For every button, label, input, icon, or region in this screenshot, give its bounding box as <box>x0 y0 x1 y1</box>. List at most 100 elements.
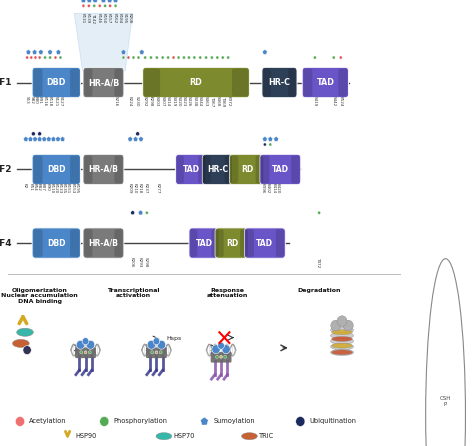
FancyBboxPatch shape <box>177 156 184 183</box>
Text: K402: K402 <box>266 183 270 194</box>
Text: K150: K150 <box>102 13 106 24</box>
Circle shape <box>114 4 117 8</box>
Text: Hsps: Hsps <box>166 336 181 342</box>
Text: RD: RD <box>226 239 238 248</box>
FancyBboxPatch shape <box>262 67 297 98</box>
Text: K396: K396 <box>261 183 265 194</box>
Circle shape <box>82 4 85 8</box>
Polygon shape <box>24 136 28 141</box>
Circle shape <box>59 56 62 59</box>
Text: TAD: TAD <box>256 239 273 248</box>
Circle shape <box>87 4 91 8</box>
Polygon shape <box>92 0 98 2</box>
FancyBboxPatch shape <box>144 69 160 96</box>
Circle shape <box>86 340 95 349</box>
FancyBboxPatch shape <box>231 156 238 183</box>
Text: K131: K131 <box>81 13 84 24</box>
Polygon shape <box>138 136 143 141</box>
Polygon shape <box>128 136 133 141</box>
Text: S121: S121 <box>54 96 57 107</box>
Circle shape <box>343 320 353 331</box>
Circle shape <box>188 56 191 59</box>
Circle shape <box>34 56 37 59</box>
Text: K139: K139 <box>86 13 90 24</box>
FancyBboxPatch shape <box>203 156 210 183</box>
Text: K157: K157 <box>107 13 111 24</box>
Polygon shape <box>51 136 56 141</box>
Text: K414: K414 <box>271 183 275 194</box>
Polygon shape <box>107 0 112 2</box>
FancyBboxPatch shape <box>84 229 92 257</box>
Circle shape <box>82 338 89 345</box>
Text: T472: T472 <box>316 257 320 267</box>
Text: S292: S292 <box>143 96 147 107</box>
Ellipse shape <box>332 330 353 334</box>
Polygon shape <box>48 50 53 54</box>
Ellipse shape <box>332 350 353 355</box>
Polygon shape <box>32 50 37 54</box>
Text: TRiC: TRiC <box>259 433 274 439</box>
Text: S368: S368 <box>215 96 219 107</box>
FancyBboxPatch shape <box>246 229 254 257</box>
Text: K372: K372 <box>226 96 230 107</box>
Ellipse shape <box>330 343 354 350</box>
Circle shape <box>337 316 347 326</box>
Text: HSP70: HSP70 <box>173 433 195 439</box>
Circle shape <box>127 56 130 59</box>
Circle shape <box>23 346 31 355</box>
Text: CSH
P: CSH P <box>440 396 451 407</box>
FancyBboxPatch shape <box>190 229 197 257</box>
Circle shape <box>49 56 52 59</box>
Text: K82: K82 <box>37 183 41 191</box>
Ellipse shape <box>12 339 29 347</box>
FancyBboxPatch shape <box>33 156 43 183</box>
FancyBboxPatch shape <box>225 156 232 183</box>
Text: S344: S344 <box>198 96 202 107</box>
Ellipse shape <box>330 327 354 333</box>
Text: K224: K224 <box>128 96 131 107</box>
Circle shape <box>137 56 140 59</box>
Circle shape <box>93 4 96 8</box>
Circle shape <box>205 56 208 59</box>
FancyBboxPatch shape <box>288 69 296 96</box>
FancyBboxPatch shape <box>32 67 81 98</box>
Ellipse shape <box>156 433 172 440</box>
Circle shape <box>222 345 230 354</box>
Circle shape <box>131 211 135 215</box>
Circle shape <box>76 340 85 349</box>
Circle shape <box>339 56 342 59</box>
Polygon shape <box>26 50 31 54</box>
Circle shape <box>149 56 153 59</box>
Text: S363: S363 <box>204 96 208 107</box>
Text: Phosphorylation: Phosphorylation <box>113 418 167 425</box>
Text: S307: S307 <box>161 96 164 107</box>
Polygon shape <box>274 136 279 141</box>
Text: T367: T367 <box>210 96 214 107</box>
Circle shape <box>122 56 125 59</box>
Text: S127: S127 <box>58 96 63 107</box>
Text: TAD: TAD <box>317 78 334 87</box>
Text: S230: S230 <box>135 96 139 107</box>
Circle shape <box>155 351 158 354</box>
Circle shape <box>199 56 201 59</box>
Text: K51: K51 <box>28 183 32 191</box>
Polygon shape <box>55 136 60 141</box>
Text: RD: RD <box>190 78 202 87</box>
Ellipse shape <box>17 328 33 336</box>
Text: HSP90: HSP90 <box>75 433 96 439</box>
Text: HR-C: HR-C <box>268 78 291 87</box>
Text: K237: K237 <box>143 183 147 194</box>
Circle shape <box>224 355 227 359</box>
Polygon shape <box>101 0 106 2</box>
Circle shape <box>212 345 220 354</box>
FancyBboxPatch shape <box>114 229 123 257</box>
Text: K120: K120 <box>54 183 57 194</box>
FancyBboxPatch shape <box>338 69 347 96</box>
Text: S216: S216 <box>114 96 118 107</box>
Text: K209: K209 <box>128 183 131 194</box>
Text: K420: K420 <box>275 183 279 194</box>
Text: K135: K135 <box>62 183 66 194</box>
Circle shape <box>269 143 272 146</box>
Text: T142: T142 <box>91 13 95 24</box>
Circle shape <box>264 143 266 146</box>
